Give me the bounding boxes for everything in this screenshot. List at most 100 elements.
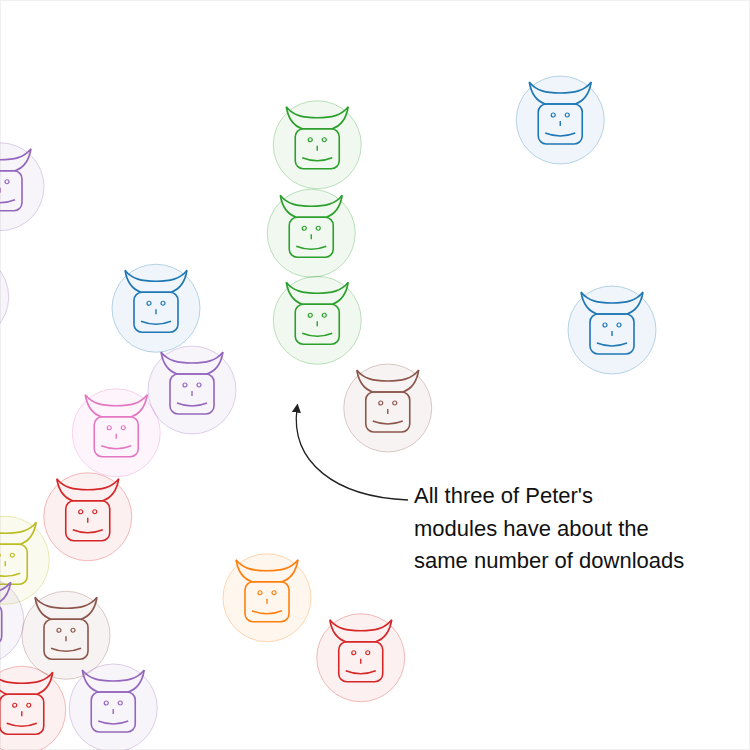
bubble xyxy=(0,666,66,750)
horns xyxy=(0,149,31,171)
horns xyxy=(35,597,97,619)
plot-frame xyxy=(1,1,750,750)
module-point xyxy=(344,364,432,452)
horns xyxy=(125,270,187,292)
module-point xyxy=(273,101,361,189)
module-point xyxy=(267,189,355,277)
eye xyxy=(121,426,125,430)
eye xyxy=(308,313,312,317)
annotation-arrow xyxy=(296,408,408,500)
eye xyxy=(322,313,326,317)
nose xyxy=(21,711,22,716)
horns xyxy=(529,82,591,104)
eye xyxy=(551,113,555,117)
module-point xyxy=(273,276,361,364)
eye xyxy=(57,628,61,632)
nose xyxy=(65,636,66,641)
horns xyxy=(330,620,392,642)
bubble xyxy=(112,264,200,352)
bubble xyxy=(69,664,157,750)
mouth xyxy=(0,200,15,203)
module-point xyxy=(0,143,44,231)
nose xyxy=(155,309,156,314)
eye xyxy=(272,591,276,595)
eye xyxy=(603,323,607,327)
bubble xyxy=(568,286,656,374)
eye xyxy=(79,510,83,514)
eye xyxy=(352,651,356,655)
mouth xyxy=(73,530,103,533)
bubble xyxy=(273,276,361,364)
nose xyxy=(311,234,312,239)
eye xyxy=(71,628,75,632)
mouth xyxy=(545,133,575,136)
module-point xyxy=(148,346,236,434)
head xyxy=(0,694,44,734)
mouth xyxy=(373,421,403,424)
bubble xyxy=(223,554,311,642)
mouth xyxy=(7,723,37,726)
eye xyxy=(5,180,9,184)
eye xyxy=(147,301,151,305)
head xyxy=(295,129,339,169)
eye xyxy=(379,401,383,405)
head xyxy=(366,392,410,432)
nose xyxy=(387,409,388,414)
module-point xyxy=(317,614,405,702)
nose xyxy=(0,188,1,193)
eye xyxy=(0,553,1,557)
head xyxy=(295,304,339,344)
nose xyxy=(611,331,612,336)
mouth xyxy=(0,573,20,576)
bubble xyxy=(148,346,236,434)
eye xyxy=(565,113,569,117)
eye xyxy=(183,383,187,387)
head xyxy=(94,417,138,457)
horns xyxy=(57,479,119,501)
module-point xyxy=(568,286,656,374)
head xyxy=(91,692,135,732)
bubble xyxy=(0,253,9,341)
module-point xyxy=(0,576,24,664)
plot-area xyxy=(0,76,656,750)
module-point xyxy=(112,264,200,352)
mouth xyxy=(302,333,332,336)
head xyxy=(134,292,178,332)
head xyxy=(289,217,333,257)
horns xyxy=(236,560,298,582)
module-point xyxy=(0,666,66,750)
bubble xyxy=(72,389,160,477)
bubble xyxy=(22,591,110,679)
eye xyxy=(93,510,97,514)
horns xyxy=(286,107,348,129)
nose xyxy=(560,121,561,126)
eye xyxy=(258,591,262,595)
eye xyxy=(308,138,312,142)
module-point xyxy=(44,473,132,561)
head xyxy=(44,619,88,659)
module-point xyxy=(516,76,604,164)
mouth xyxy=(597,343,627,346)
horns xyxy=(85,395,147,417)
head xyxy=(0,171,22,211)
horns xyxy=(82,670,144,692)
nose xyxy=(87,518,88,523)
eye xyxy=(27,703,31,707)
head xyxy=(0,604,2,644)
nose xyxy=(360,659,361,664)
head xyxy=(538,104,582,144)
horns xyxy=(0,522,36,544)
bubble xyxy=(267,189,355,277)
horns xyxy=(280,195,342,217)
eye xyxy=(617,323,621,327)
bubble xyxy=(44,473,132,561)
horns xyxy=(581,292,643,314)
eye xyxy=(366,651,370,655)
eye xyxy=(118,701,122,705)
bubble xyxy=(516,76,604,164)
head xyxy=(339,642,383,682)
nose xyxy=(191,391,192,396)
nose xyxy=(5,561,6,566)
head xyxy=(0,544,27,584)
head xyxy=(245,582,289,622)
